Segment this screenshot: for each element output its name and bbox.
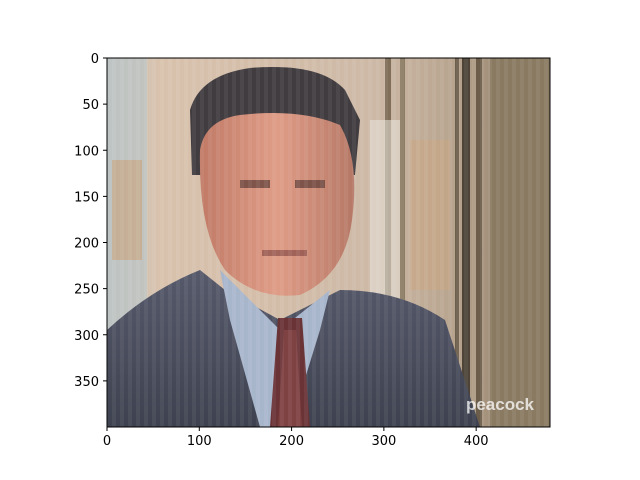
x-axis: 0 100 200 300 400 bbox=[103, 427, 489, 449]
x-tick-label: 400 bbox=[464, 434, 489, 449]
x-tick-label: 200 bbox=[279, 434, 304, 449]
y-tick-label: 50 bbox=[82, 98, 99, 113]
distorted-photo bbox=[107, 58, 550, 427]
y-tick-label: 100 bbox=[74, 144, 99, 159]
y-tick-label: 150 bbox=[74, 190, 99, 205]
x-tick-label: 0 bbox=[103, 434, 111, 449]
y-axis: 0 50 100 150 200 250 300 350 bbox=[74, 52, 107, 390]
x-tick-label: 100 bbox=[187, 434, 212, 449]
y-tick-label: 200 bbox=[74, 237, 99, 252]
y-tick-label: 350 bbox=[74, 375, 99, 390]
watermark-text: peacock bbox=[466, 395, 535, 414]
x-tick-label: 300 bbox=[371, 434, 396, 449]
y-tick-label: 300 bbox=[74, 329, 99, 344]
y-tick-label: 250 bbox=[74, 283, 99, 298]
y-tick-label: 0 bbox=[91, 52, 99, 67]
